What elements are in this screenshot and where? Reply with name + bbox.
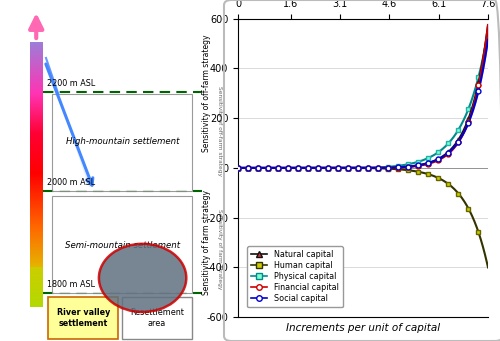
Text: Sensitivity of off-farm strategy: Sensitivity of off-farm strategy: [202, 34, 211, 152]
Legend: Natural capital, Human capital, Physical capital, Financial capital, Social capi: Natural capital, Human capital, Physical…: [247, 246, 342, 307]
FancyBboxPatch shape: [122, 297, 192, 339]
Text: Sensitivity of farm strategy: Sensitivity of farm strategy: [202, 190, 211, 295]
X-axis label: Increments per unit of capital: Increments per unit of capital: [286, 323, 440, 333]
FancyBboxPatch shape: [48, 297, 118, 339]
Text: Semi-mountain settlement: Semi-mountain settlement: [66, 241, 180, 250]
FancyBboxPatch shape: [52, 196, 192, 293]
Text: High-mountain settlement: High-mountain settlement: [66, 137, 180, 146]
Text: Resettlement
area: Resettlement area: [130, 308, 184, 327]
Text: 2000 m ASL: 2000 m ASL: [47, 178, 96, 187]
FancyBboxPatch shape: [52, 94, 192, 191]
Text: 1800 m ASL: 1800 m ASL: [47, 280, 95, 289]
Text: 2200 m ASL: 2200 m ASL: [47, 79, 96, 88]
Ellipse shape: [99, 244, 186, 312]
Text: Sensitivity of farm strategy: Sensitivity of farm strategy: [217, 209, 222, 289]
Text: Sensitivity of off-farm strategy: Sensitivity of off-farm strategy: [217, 86, 222, 176]
Text: River valley
settlement: River valley settlement: [56, 308, 110, 327]
